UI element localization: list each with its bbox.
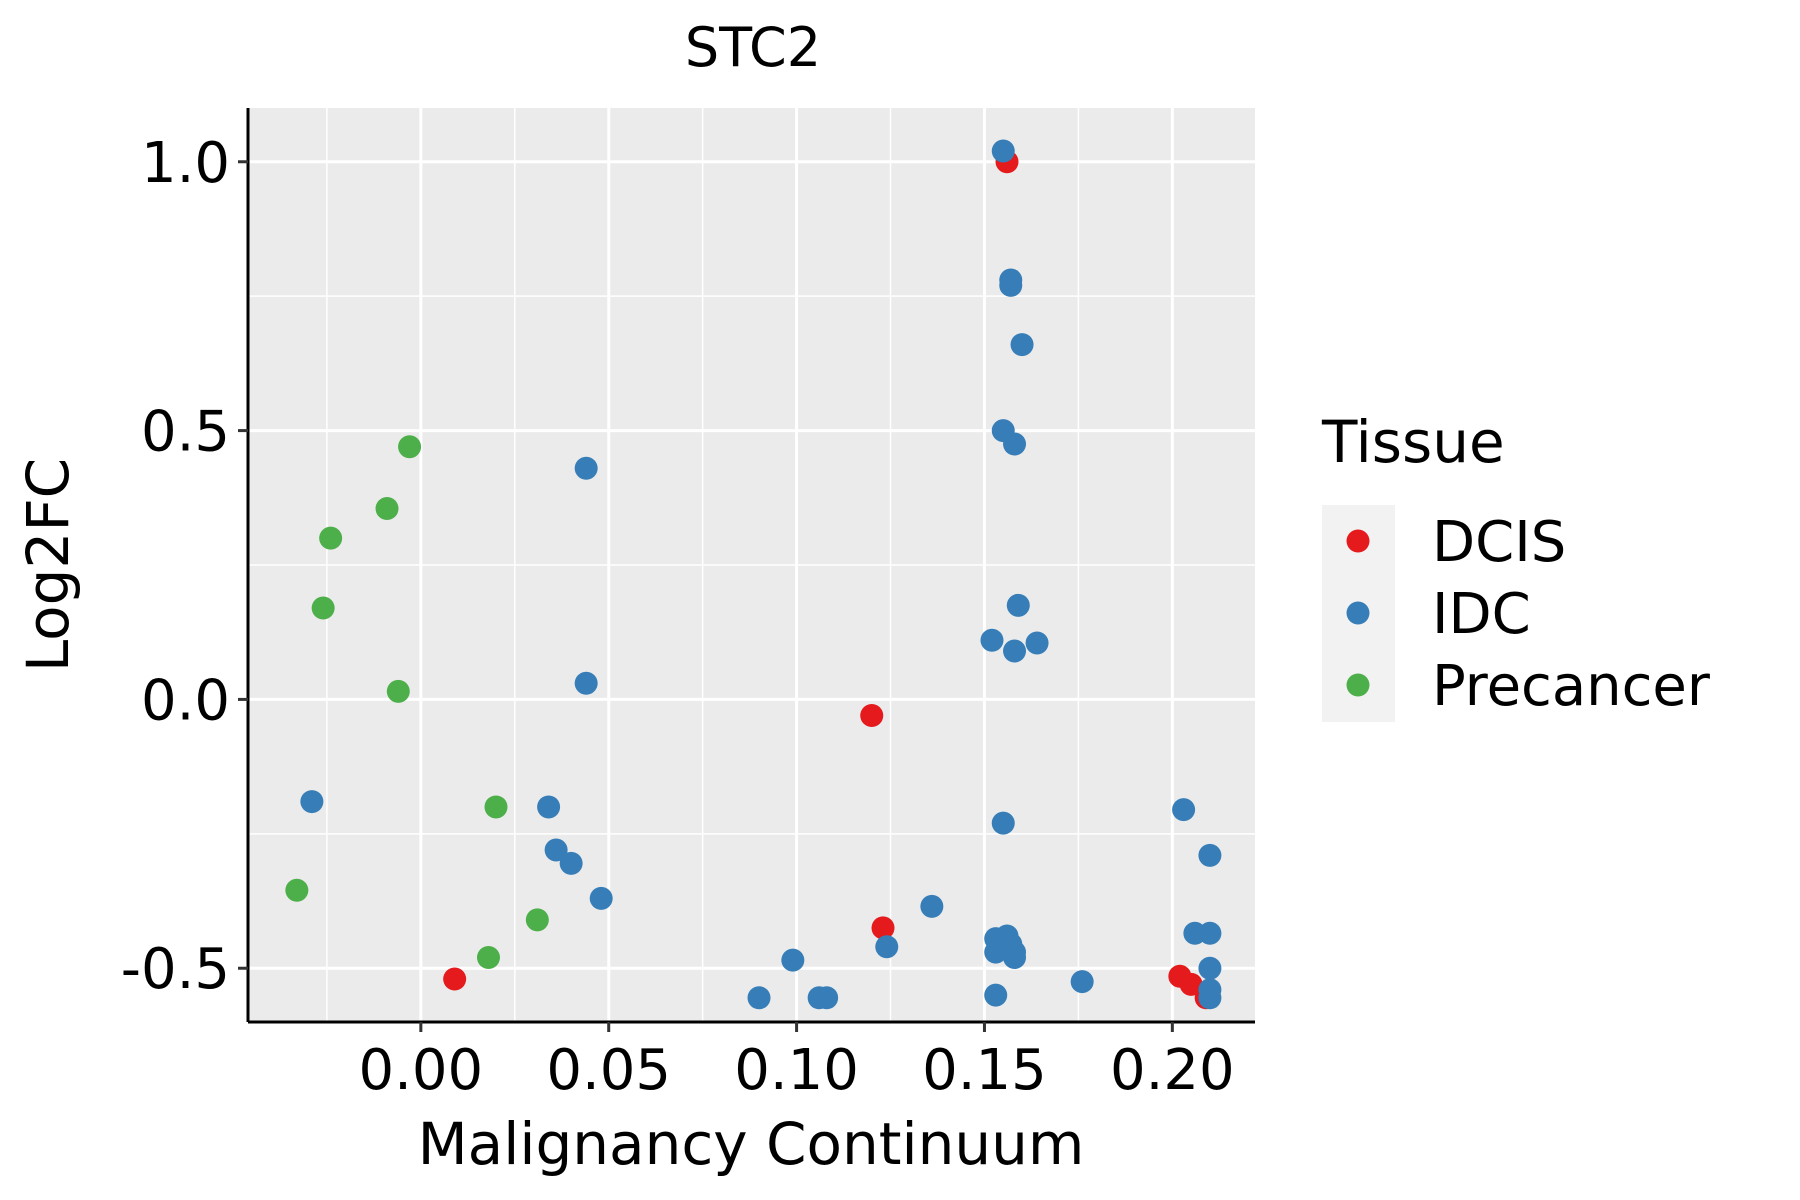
point-idc xyxy=(574,671,598,695)
x-axis-label: Malignancy Continuum xyxy=(418,1110,1085,1178)
point-idc xyxy=(781,948,805,972)
major-gridlines xyxy=(248,108,1255,1022)
y-tick-label: 0.0 xyxy=(141,668,230,733)
point-dcis xyxy=(1179,972,1203,996)
point-idc xyxy=(747,986,771,1010)
point-idc xyxy=(537,795,561,819)
data-points xyxy=(285,139,1222,1010)
y-tick-label: 1.0 xyxy=(141,131,230,196)
point-idc xyxy=(1198,956,1222,980)
legend-key-idc xyxy=(1346,601,1370,625)
point-idc xyxy=(300,790,324,814)
legend-title: Tissue xyxy=(1321,408,1505,476)
legend-label-precancer: Precancer xyxy=(1432,654,1711,719)
point-idc xyxy=(991,139,1015,163)
x-tick-label: 0.15 xyxy=(922,1038,1047,1103)
point-idc xyxy=(559,851,583,875)
point-idc xyxy=(1006,593,1030,617)
legend-key-precancer xyxy=(1346,673,1370,697)
y-axis-ticks: -0.5 0.0 0.5 1.0 xyxy=(121,131,248,1002)
point-precancer xyxy=(476,945,500,969)
point-idc xyxy=(1025,631,1049,655)
point-idc xyxy=(875,935,899,959)
point-idc xyxy=(544,838,568,862)
point-dcis xyxy=(860,704,884,728)
legend-label-dcis: DCIS xyxy=(1432,510,1566,575)
point-idc xyxy=(1010,333,1034,357)
point-idc xyxy=(1198,986,1222,1010)
point-idc xyxy=(815,986,839,1010)
point-precancer xyxy=(525,908,549,932)
point-precancer xyxy=(319,526,343,550)
point-dcis xyxy=(443,967,467,991)
x-axis-ticks: 0.00 0.05 0.10 0.15 0.20 xyxy=(358,1022,1235,1103)
point-precancer xyxy=(386,679,410,703)
point-precancer xyxy=(285,878,309,902)
point-idc xyxy=(1198,843,1222,867)
point-idc xyxy=(920,894,944,918)
legend-label-idc: IDC xyxy=(1432,582,1531,647)
point-idc xyxy=(1070,970,1094,994)
point-precancer xyxy=(398,435,422,459)
point-idc xyxy=(980,628,1004,652)
point-idc xyxy=(984,983,1008,1007)
legend-key-dcis xyxy=(1346,529,1370,553)
point-idc xyxy=(1198,921,1222,945)
point-idc xyxy=(1003,945,1027,969)
x-tick-label: 0.10 xyxy=(734,1038,859,1103)
x-tick-label: 0.05 xyxy=(546,1038,671,1103)
point-idc xyxy=(574,456,598,480)
point-idc xyxy=(984,940,1008,964)
point-idc xyxy=(999,273,1023,297)
legend: Tissue DCIS IDC Precancer xyxy=(1321,408,1711,722)
chart-title: STC2 xyxy=(685,16,821,79)
point-idc xyxy=(1003,639,1027,663)
point-precancer xyxy=(484,795,508,819)
legend-items: DCIS IDC Precancer xyxy=(1346,510,1711,719)
point-idc xyxy=(1003,432,1027,456)
point-idc xyxy=(991,811,1015,835)
point-dcis xyxy=(871,916,895,940)
x-tick-label: 0.00 xyxy=(358,1038,483,1103)
y-axis-label: Log2FC xyxy=(14,458,82,672)
point-precancer xyxy=(311,596,335,620)
point-precancer xyxy=(375,497,399,521)
x-tick-label: 0.20 xyxy=(1110,1038,1235,1103)
y-tick-label: -0.5 xyxy=(121,937,230,1002)
minor-gridlines xyxy=(248,108,1255,1022)
y-tick-label: 0.5 xyxy=(141,400,230,465)
point-idc xyxy=(1172,798,1196,822)
point-idc xyxy=(589,886,613,910)
